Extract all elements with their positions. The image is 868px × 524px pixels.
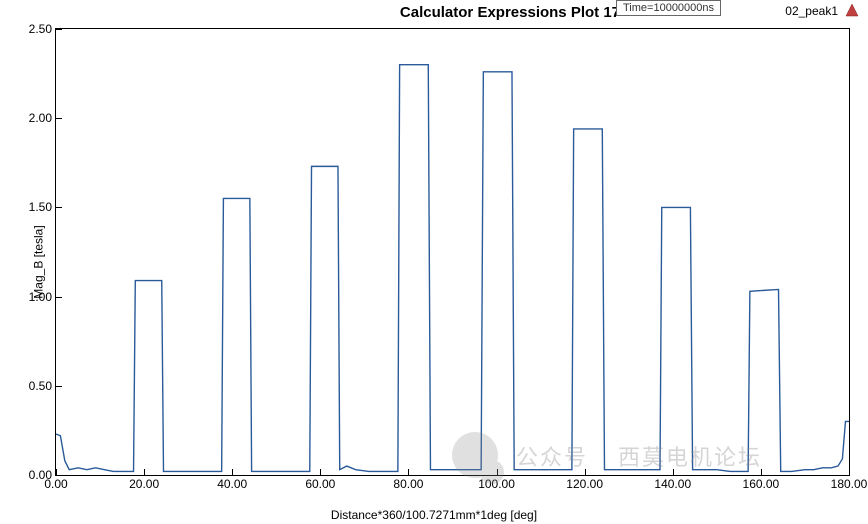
- x-tick-label: 160.00: [743, 475, 780, 491]
- y-tick-label: 2.00: [29, 111, 56, 125]
- x-tick-label: 140.00: [654, 475, 691, 491]
- y-tick-label: 1.00: [29, 290, 56, 304]
- plot-area: 0.000.501.001.502.002.500.0020.0040.0060…: [55, 28, 850, 476]
- x-tick-mark: [673, 469, 674, 475]
- x-tick-label: 100.00: [478, 475, 515, 491]
- y-axis-label: Mag_B [tesla]: [32, 225, 46, 298]
- chart-title: Calculator Expressions Plot 17: [0, 4, 620, 21]
- x-tick-mark: [408, 469, 409, 475]
- y-tick-mark: [56, 297, 62, 298]
- y-tick-label: 1.50: [29, 200, 56, 214]
- x-tick-mark: [232, 469, 233, 475]
- x-axis-label: Distance*360/100.7271mm*1deg [deg]: [0, 508, 868, 522]
- x-tick-label: 20.00: [129, 475, 159, 491]
- series-line: [56, 65, 849, 472]
- x-tick-label: 80.00: [393, 475, 423, 491]
- y-tick-mark: [56, 118, 62, 119]
- x-tick-label: 60.00: [305, 475, 335, 491]
- legend-marker-icon: [844, 2, 860, 18]
- legend-series-label: 02_peak1: [785, 4, 838, 18]
- time-value-box: Time=10000000ns: [616, 0, 721, 16]
- x-tick-label: 0.00: [44, 475, 67, 491]
- y-tick-mark: [56, 29, 62, 30]
- x-tick-mark: [320, 469, 321, 475]
- x-tick-label: 120.00: [566, 475, 603, 491]
- x-tick-mark: [761, 469, 762, 475]
- y-tick-label: 2.50: [29, 22, 56, 36]
- y-tick-mark: [56, 386, 62, 387]
- y-tick-mark: [56, 207, 62, 208]
- x-tick-mark: [497, 469, 498, 475]
- x-tick-label: 40.00: [217, 475, 247, 491]
- x-tick-mark: [144, 469, 145, 475]
- x-tick-mark: [585, 469, 586, 475]
- y-tick-label: 0.50: [29, 379, 56, 393]
- x-tick-label: 180.00: [831, 475, 868, 491]
- data-line-svg: [56, 29, 849, 475]
- x-tick-mark: [849, 469, 850, 475]
- x-tick-mark: [56, 469, 57, 475]
